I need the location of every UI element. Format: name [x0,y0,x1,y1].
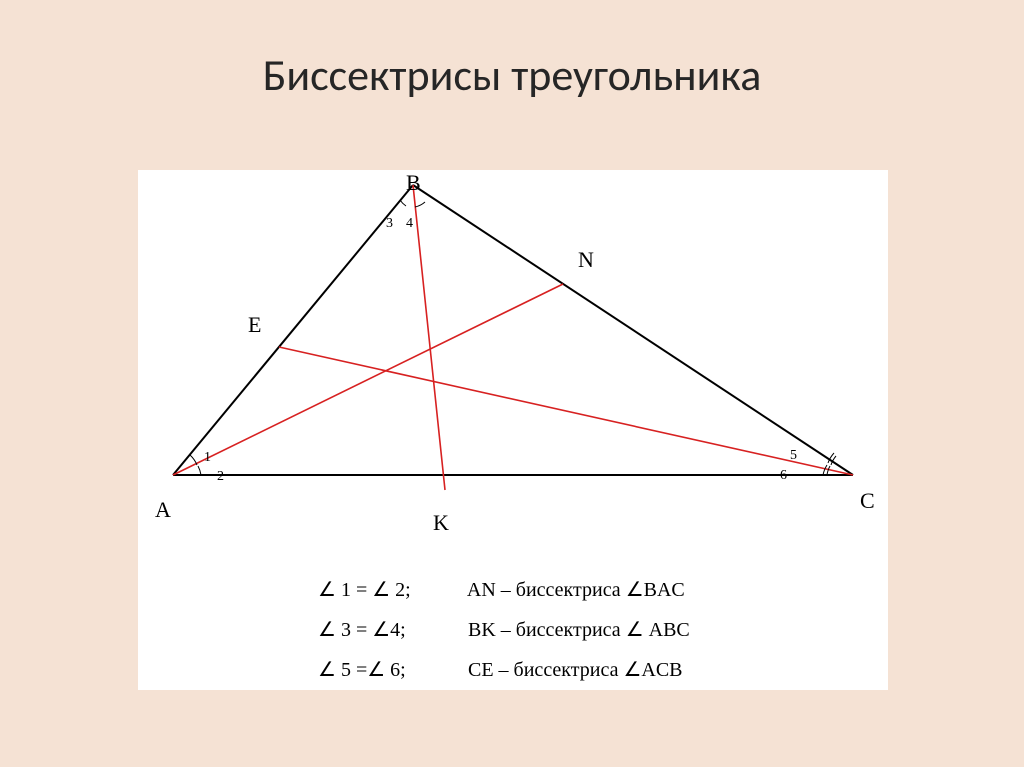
slide-title: Биссектрисы треугольника [0,0,1024,102]
angle-arc-b2 [415,202,425,207]
geometry-figure: A B C E N K 1 2 3 4 5 6 ∠ 1 = ∠ 2; AN – … [138,170,888,690]
angle-arc-b1 [400,200,406,206]
label-n: N [578,247,594,273]
angle-icon: ∠ [367,659,385,681]
angle-icon: ∠ [626,619,644,641]
legend: ∠ 1 = ∠ 2; AN – биссектриса ∠BAC ∠ 3 = ∠… [318,570,690,690]
angle-icon: ∠ [623,659,641,681]
angle-label-2: 2 [217,469,224,485]
bisector-bk [413,185,445,490]
label-k: K [433,510,449,536]
angle-arc-c1b [823,465,827,475]
angle-icon: ∠ [626,579,644,601]
slide: Биссектрисы треугольника A B C [0,0,1024,767]
angle-icon: ∠ [318,579,336,601]
angle-arc-a2 [198,466,201,475]
angle-label-1: 1 [204,450,211,466]
bisector-an [173,284,563,475]
angle-arc-a1 [190,455,197,465]
label-b: B [406,170,421,196]
bisector-ce [279,347,853,475]
legend-row-3: ∠ 5 =∠ 6; CE – биссектриса ∠ACB [318,650,690,690]
triangle-svg [138,170,888,540]
label-c: C [860,488,875,514]
label-e: E [248,312,261,338]
angle-icon: ∠ [372,579,390,601]
angle-label-4: 4 [406,216,413,232]
angle-label-6: 6 [780,468,787,484]
side-bc [413,185,853,475]
legend-row-1: ∠ 1 = ∠ 2; AN – биссектриса ∠BAC [318,570,690,610]
angle-icon: ∠ [372,619,390,641]
angle-icon: ∠ [318,659,336,681]
angle-label-3: 3 [386,216,393,232]
legend-row-2: ∠ 3 = ∠4; BK – биссектриса ∠ ABC [318,610,690,650]
side-ab [173,185,413,475]
angle-label-5: 5 [790,448,797,464]
angle-icon: ∠ [318,619,336,641]
label-a: A [155,497,171,523]
